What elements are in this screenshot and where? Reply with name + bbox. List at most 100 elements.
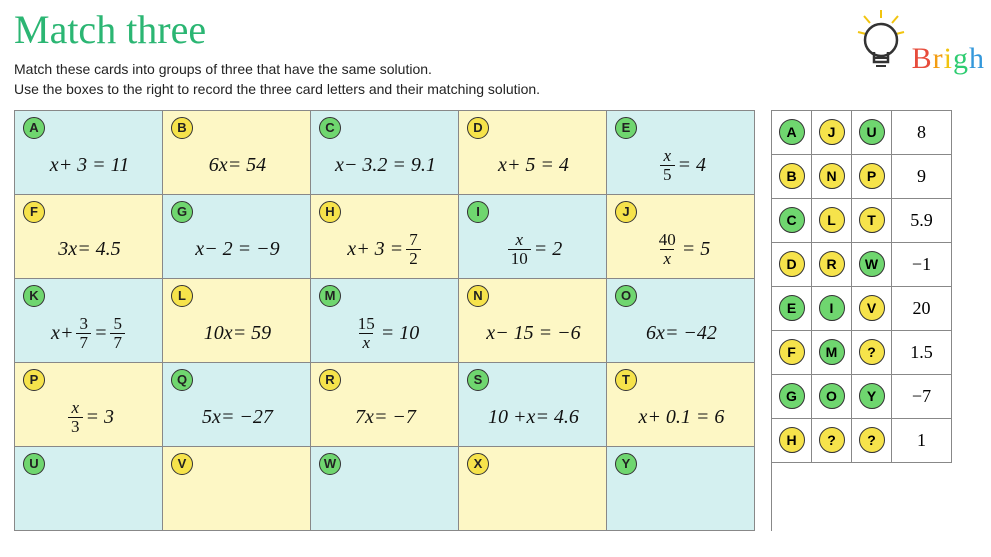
answer-badge-cell: I [812, 287, 852, 331]
card-equation [615, 477, 748, 526]
answer-badge: ? [859, 427, 885, 453]
card-equation: 10x = 59 [171, 309, 304, 358]
card-H: Hx + 3 = 72 [311, 195, 459, 279]
answer-badge-cell: N [812, 155, 852, 199]
card-P: Px3 = 3 [15, 363, 163, 447]
answer-badge: B [779, 163, 805, 189]
card-R: R7x = −7 [311, 363, 459, 447]
card-A: Ax + 3 = 11 [15, 111, 163, 195]
answer-badge-cell: H [772, 419, 812, 463]
card-badge: J [615, 201, 637, 223]
answer-badge: T [859, 207, 885, 233]
card-equation: 3x = 4.5 [23, 225, 156, 274]
answer-value: 5.9 [892, 199, 952, 243]
card-badge: I [467, 201, 489, 223]
card-badge: D [467, 117, 489, 139]
answer-badge: V [859, 295, 885, 321]
card-K: Kx + 37 = 57 [15, 279, 163, 363]
card-O: O6x = −42 [607, 279, 755, 363]
card-equation: x + 3 = 11 [23, 141, 156, 190]
logo-letter: r [933, 42, 944, 75]
answer-badge-cell: M [812, 331, 852, 375]
card-badge: S [467, 369, 489, 391]
card-equation: 6x = 54 [171, 141, 304, 190]
instructions: Match these cards into groups of three t… [0, 59, 991, 110]
card-I: Ix10 = 2 [459, 195, 607, 279]
card-equation: x3 = 3 [23, 393, 156, 442]
logo-letter: B [912, 42, 933, 75]
logo-letter: h [969, 42, 985, 75]
answer-badge-cell: ? [852, 419, 892, 463]
answer-badge: ? [859, 339, 885, 365]
answer-value: 1.5 [892, 331, 952, 375]
card-equation: 7x = −7 [319, 393, 452, 442]
card-V: V [163, 447, 311, 531]
answer-badge-cell: L [812, 199, 852, 243]
card-equation: x − 15 = −6 [467, 309, 600, 358]
card-badge: X [467, 453, 489, 475]
card-equation [171, 477, 304, 526]
card-equation: x + 0.1 = 6 [615, 393, 748, 442]
card-badge: F [23, 201, 45, 223]
answer-badge-cell: D [772, 243, 812, 287]
card-T: Tx + 0.1 = 6 [607, 363, 755, 447]
answer-badge: D [779, 251, 805, 277]
logo: Brigh [854, 8, 985, 76]
card-Y: Y [607, 447, 755, 531]
card-X: X [459, 447, 607, 531]
card-M: M15x = 10 [311, 279, 459, 363]
card-D: Dx + 5 = 4 [459, 111, 607, 195]
card-badge: M [319, 285, 341, 307]
card-badge: L [171, 285, 193, 307]
card-badge: T [615, 369, 637, 391]
answer-badge-cell: ? [852, 331, 892, 375]
card-equation: 15x = 10 [319, 309, 452, 358]
card-equation: 6x = −42 [615, 309, 748, 358]
cards-grid: Ax + 3 = 11B6x = 54Cx − 3.2 = 9.1Dx + 5 … [14, 110, 755, 531]
page-title: Match three [0, 0, 991, 59]
answer-badge: I [819, 295, 845, 321]
answer-badge: ? [819, 427, 845, 453]
answer-badge: J [819, 119, 845, 145]
answer-badge: H [779, 427, 805, 453]
card-equation: 40x = 5 [615, 225, 748, 274]
card-badge: C [319, 117, 341, 139]
card-badge: Q [171, 369, 193, 391]
answer-badge-cell: ? [812, 419, 852, 463]
answer-value: 8 [892, 111, 952, 155]
answer-badge-cell: C [772, 199, 812, 243]
card-G: Gx − 2 = −9 [163, 195, 311, 279]
card-E: Ex5 = 4 [607, 111, 755, 195]
card-equation: x5 = 4 [615, 141, 748, 190]
answer-badge: M [819, 339, 845, 365]
card-equation [467, 477, 600, 526]
card-C: Cx − 3.2 = 9.1 [311, 111, 459, 195]
card-equation: 10 + x = 4.6 [467, 393, 600, 442]
lightbulb-icon [854, 8, 908, 76]
answer-badge-cell: Y [852, 375, 892, 419]
card-equation: x − 3.2 = 9.1 [319, 141, 452, 190]
answer-badge: L [819, 207, 845, 233]
answer-value: 9 [892, 155, 952, 199]
answer-badge-cell: P [852, 155, 892, 199]
card-L: L10x = 59 [163, 279, 311, 363]
answer-badge: C [779, 207, 805, 233]
answer-badge-cell: W [852, 243, 892, 287]
card-S: S10 + x = 4.6 [459, 363, 607, 447]
logo-letter: g [953, 42, 969, 75]
answer-badge-cell: B [772, 155, 812, 199]
card-badge: H [319, 201, 341, 223]
answer-badge-cell: A [772, 111, 812, 155]
card-badge: A [23, 117, 45, 139]
card-badge: U [23, 453, 45, 475]
answer-badge-cell: O [812, 375, 852, 419]
answer-badge: U [859, 119, 885, 145]
answer-value: −7 [892, 375, 952, 419]
answer-value: −1 [892, 243, 952, 287]
card-equation: x − 2 = −9 [171, 225, 304, 274]
answer-badge: A [779, 119, 805, 145]
answer-badge: G [779, 383, 805, 409]
card-badge: B [171, 117, 193, 139]
answer-value: 20 [892, 287, 952, 331]
answer-badge: R [819, 251, 845, 277]
